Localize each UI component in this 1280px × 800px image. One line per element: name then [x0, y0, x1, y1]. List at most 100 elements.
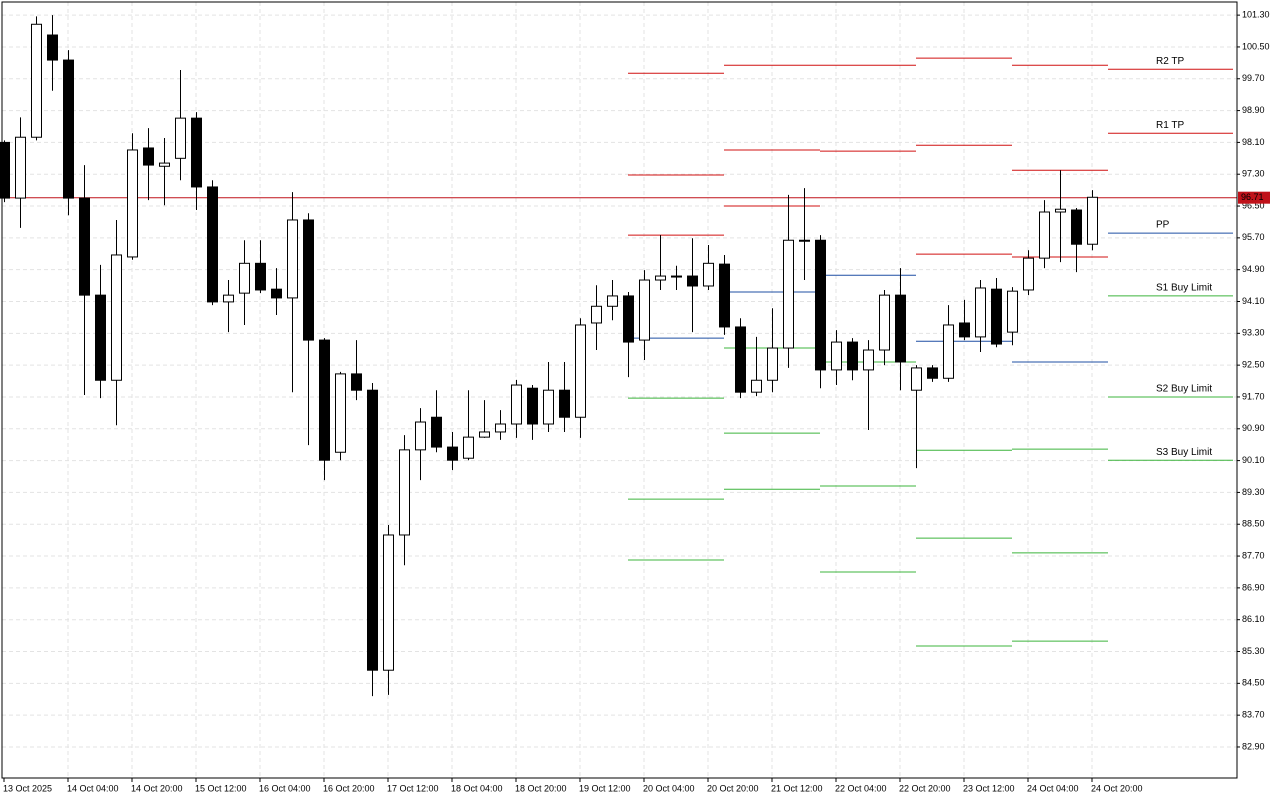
y-tick-label: 94.10	[1242, 296, 1265, 306]
x-tick-label: 22 Oct 20:00	[899, 783, 951, 793]
candle-body	[975, 287, 986, 338]
candle-body	[191, 117, 202, 188]
candle-body	[671, 275, 682, 278]
candle-body	[351, 373, 362, 391]
candles	[0, 15, 1098, 697]
x-tick-label: 22 Oct 04:00	[835, 783, 887, 793]
x-tick-label: 20 Oct 04:00	[643, 783, 695, 793]
candle-body	[447, 446, 458, 461]
candle-body	[47, 34, 58, 61]
pivot-label: S2 Buy Limit	[1156, 384, 1212, 395]
candle-body	[383, 534, 394, 671]
y-tick-label: 87.70	[1242, 550, 1265, 560]
candle-body	[895, 294, 906, 363]
candle-body	[703, 262, 714, 287]
candle-body	[223, 294, 234, 303]
candle-body	[783, 239, 794, 349]
candle-body	[879, 294, 890, 351]
candle-body	[1071, 209, 1082, 245]
y-tick-label: 82.90	[1242, 741, 1265, 751]
x-tick-label: 16 Oct 20:00	[323, 783, 375, 793]
candle-body	[479, 431, 490, 438]
x-tick-label: 14 Oct 20:00	[131, 783, 183, 793]
x-tick-label: 16 Oct 04:00	[259, 783, 311, 793]
candle-body	[767, 347, 778, 381]
candle-body	[143, 147, 154, 166]
candle-body	[127, 149, 138, 258]
y-tick-label: 86.10	[1242, 614, 1265, 624]
axes: 101.30 100.50 99.70 98.90 98.10 97.30 96.50 95.…	[3, 10, 1270, 793]
candle-body	[63, 59, 74, 199]
candle-body	[575, 324, 586, 418]
candle-body	[543, 389, 554, 425]
current-price-tag	[1238, 191, 1270, 204]
pivot-label: R1 TP	[1156, 120, 1184, 131]
candle-body	[367, 389, 378, 671]
candle-body	[639, 279, 650, 341]
y-tick-label: 101.30	[1242, 10, 1270, 20]
candle-body	[847, 341, 858, 371]
candle-body	[95, 294, 106, 381]
y-tick-label: 83.70	[1242, 710, 1265, 720]
candle-body	[719, 263, 730, 328]
pivot-label: S1 Buy Limit	[1156, 283, 1212, 294]
candle-body	[959, 322, 970, 338]
x-tick-label: 20 Oct 20:00	[707, 783, 759, 793]
candle-body	[799, 239, 810, 242]
x-tick-label: 24 Oct 20:00	[1091, 783, 1143, 793]
candle-body	[1007, 290, 1018, 333]
pivot-label: S3 Buy Limit	[1156, 447, 1212, 458]
y-tick-label: 99.70	[1242, 73, 1265, 83]
candle-body	[559, 389, 570, 418]
candle-body	[319, 339, 330, 461]
x-tick-label: 24 Oct 04:00	[1027, 783, 1079, 793]
y-tick-label: 98.90	[1242, 105, 1265, 115]
x-tick-label: 23 Oct 12:00	[963, 783, 1015, 793]
candle-body	[831, 341, 842, 371]
candle-body	[1055, 208, 1066, 213]
y-tick-label: 95.70	[1242, 232, 1265, 242]
candle-body	[1023, 257, 1034, 291]
current-price-label: 96.71	[1241, 192, 1264, 202]
y-tick-label: 92.50	[1242, 360, 1265, 370]
y-tick-label: 90.10	[1242, 455, 1265, 465]
candle-body	[255, 262, 266, 291]
y-tick-label: 84.50	[1242, 678, 1265, 688]
candle-body	[0, 141, 10, 199]
x-tick-label: 18 Oct 04:00	[451, 783, 503, 793]
y-tick-label: 97.30	[1242, 169, 1265, 179]
candle-body	[527, 387, 538, 425]
candle-body	[511, 384, 522, 425]
candle-body	[79, 197, 90, 296]
y-tick-label: 96.50	[1242, 200, 1265, 210]
pivot-label: R2 TP	[1156, 56, 1184, 67]
y-tick-label: 91.70	[1242, 391, 1265, 401]
candle-body	[271, 288, 282, 299]
y-tick-label: 100.50	[1242, 41, 1270, 51]
candle-body	[415, 421, 426, 451]
candle-body	[607, 295, 618, 307]
candle-body	[495, 423, 506, 433]
candle-body	[911, 367, 922, 391]
candle-body	[175, 117, 186, 159]
candle-body	[1039, 211, 1050, 259]
candle-body	[159, 162, 170, 167]
candle-body	[687, 275, 698, 287]
plot-frame	[1, 1, 1238, 779]
y-tick-label: 89.30	[1242, 487, 1265, 497]
candle-body	[15, 136, 26, 199]
x-tick-label: 18 Oct 20:00	[515, 783, 567, 793]
candle-body	[335, 373, 346, 453]
x-tick-label: 13 Oct 2025	[3, 783, 52, 793]
candle-body	[463, 436, 474, 459]
candle-body	[991, 288, 1002, 345]
y-tick-label: 94.90	[1242, 264, 1265, 274]
candle-body	[111, 254, 122, 381]
x-tick-label: 19 Oct 12:00	[579, 783, 631, 793]
candle-body	[207, 186, 218, 303]
candle-body	[431, 416, 442, 448]
y-tick-label: 86.90	[1242, 582, 1265, 592]
pivot-levels: R2 TP R1 TP PP S1 Buy Limit S2 Buy Limit S3 B…	[2, 56, 1237, 647]
